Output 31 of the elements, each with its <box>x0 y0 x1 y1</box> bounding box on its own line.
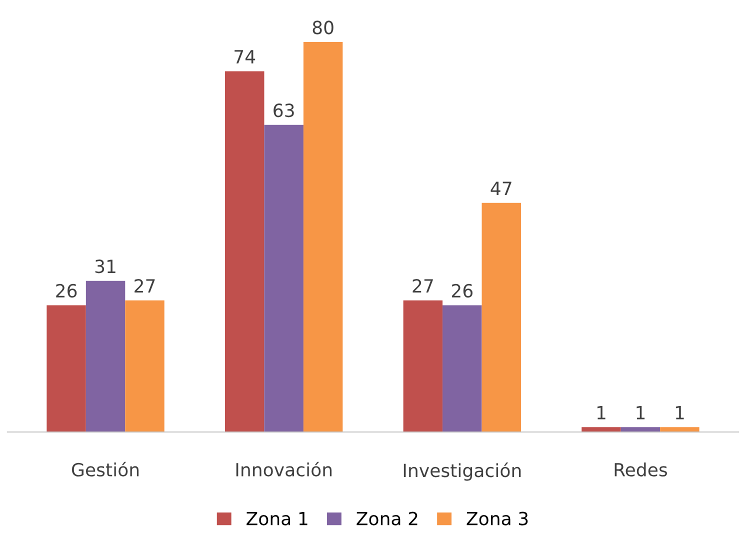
data-label: 1 <box>636 406 645 420</box>
x-tick-label: Redes <box>614 462 667 477</box>
data-label: 27 <box>134 279 155 292</box>
bar <box>403 300 443 432</box>
data-label: 26 <box>452 284 473 298</box>
data-label: 47 <box>490 182 512 195</box>
bar <box>303 42 343 432</box>
x-tick-label: Gestión <box>72 462 139 477</box>
legend-label: Zona 2 <box>356 512 418 526</box>
x-tick-label: Investigación <box>404 462 521 481</box>
bar <box>620 427 660 432</box>
bar <box>482 202 521 432</box>
bar <box>46 305 86 432</box>
bar <box>86 280 126 432</box>
bar <box>125 300 164 432</box>
bar <box>582 427 621 432</box>
x-tick-label: Innovación <box>236 462 332 477</box>
legend-label: Zona 3 <box>466 512 528 526</box>
data-label: 26 <box>56 284 77 298</box>
bar <box>264 124 304 432</box>
data-label: 63 <box>274 104 294 118</box>
data-label: 74 <box>234 50 256 64</box>
data-label: 80 <box>312 20 334 34</box>
legend-label: Zona 1 <box>246 512 308 526</box>
bar <box>660 427 700 432</box>
data-label: 1 <box>597 406 606 420</box>
data-label: 31 <box>95 260 116 274</box>
data-label: 27 <box>412 279 433 292</box>
bar <box>225 71 264 432</box>
bar <box>442 305 482 432</box>
data-label: 1 <box>676 406 684 420</box>
